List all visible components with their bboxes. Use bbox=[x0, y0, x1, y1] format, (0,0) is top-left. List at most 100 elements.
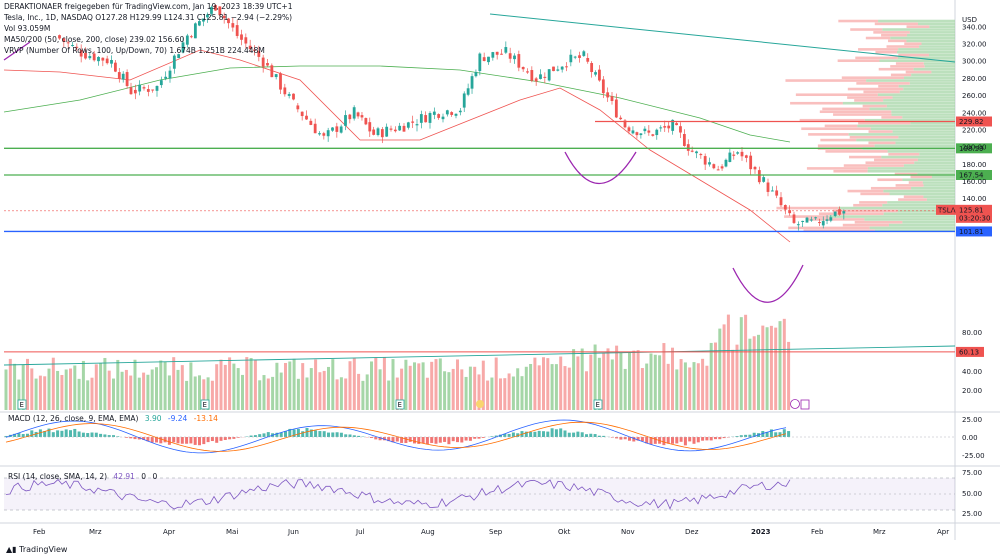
candle-body bbox=[582, 51, 585, 56]
vp-bar-buy bbox=[903, 88, 955, 91]
candle-body bbox=[606, 92, 609, 97]
candle-body bbox=[628, 127, 631, 131]
volume-bar bbox=[35, 379, 38, 410]
volume-bar bbox=[370, 361, 373, 410]
macd-hist-bar bbox=[215, 437, 218, 443]
volume-bar bbox=[426, 378, 429, 410]
candle-body bbox=[262, 58, 265, 67]
candle-body bbox=[578, 55, 581, 58]
volume-bar bbox=[529, 364, 532, 410]
candle-body bbox=[318, 133, 321, 134]
volume-bar bbox=[310, 368, 313, 410]
volume-bar bbox=[78, 379, 81, 410]
price-tick-260: 260.00 bbox=[962, 92, 987, 100]
candle-body bbox=[721, 166, 724, 168]
volume-bar bbox=[280, 373, 283, 410]
volume-bar bbox=[151, 369, 154, 410]
candle-body bbox=[522, 67, 525, 69]
volume-bar bbox=[680, 359, 683, 410]
macd-hist-bar bbox=[17, 433, 20, 437]
vp-bar-buy bbox=[907, 34, 955, 37]
volume-bar bbox=[748, 339, 751, 410]
vp-bar-buy bbox=[849, 133, 955, 136]
volume-bar bbox=[508, 373, 511, 410]
volume-bar bbox=[654, 355, 657, 410]
candle-body bbox=[683, 134, 686, 146]
rounding-bottom-arc-1 bbox=[565, 152, 636, 184]
candle-body bbox=[381, 129, 384, 137]
candle-body bbox=[504, 47, 507, 53]
vp-bar-buy bbox=[898, 136, 955, 139]
vp-bar-buy bbox=[923, 181, 955, 184]
candle-body bbox=[556, 69, 559, 70]
candle-body bbox=[292, 94, 295, 100]
candle-body bbox=[806, 218, 809, 223]
candle-body bbox=[143, 87, 146, 88]
dividend-marker bbox=[476, 400, 484, 408]
vp-bar-sell bbox=[853, 204, 882, 207]
candle-body bbox=[118, 72, 121, 79]
volume-bar bbox=[495, 358, 498, 410]
candle-body bbox=[305, 116, 308, 120]
vp-bar-buy bbox=[910, 31, 955, 34]
price-tick-240: 240.00 bbox=[962, 109, 987, 117]
vp-bar-buy bbox=[893, 96, 955, 99]
macd-hist-bar bbox=[168, 437, 171, 445]
vp-bar-sell bbox=[863, 105, 887, 108]
candle-body bbox=[138, 85, 141, 92]
macd-hist-bar bbox=[134, 437, 137, 439]
volume-bar bbox=[542, 357, 545, 410]
vp-bar-buy bbox=[927, 198, 955, 201]
candle-body bbox=[403, 126, 406, 132]
candle-body bbox=[695, 151, 698, 153]
macd-hist-bar bbox=[314, 430, 317, 437]
vp-bar-sell bbox=[878, 85, 898, 88]
candle-body bbox=[565, 66, 568, 67]
macd-hist-bar bbox=[654, 437, 657, 444]
vp-bar-sell bbox=[871, 187, 911, 190]
vp-bar-sell bbox=[890, 65, 924, 68]
volume-bar bbox=[465, 377, 468, 410]
earnings-letter: E bbox=[596, 401, 600, 409]
volume-bar bbox=[409, 366, 412, 410]
level-label-101.81: 101.81 bbox=[959, 228, 984, 236]
vp-bar-buy bbox=[864, 218, 955, 221]
volume-bar bbox=[628, 353, 631, 410]
vp-bar-buy bbox=[870, 227, 955, 230]
macd-hist-bar bbox=[82, 433, 85, 437]
volume-bar bbox=[392, 359, 395, 410]
volume-profile bbox=[776, 20, 955, 232]
macd-hist-bar bbox=[576, 432, 579, 437]
candle-body bbox=[467, 88, 470, 94]
macd-hist-bar bbox=[447, 437, 450, 444]
tv-logo-icon: ▲▮ bbox=[6, 545, 17, 554]
vp-bar-sell bbox=[869, 130, 893, 133]
candle-body bbox=[500, 54, 503, 55]
candle-body bbox=[741, 152, 744, 156]
macd-hist-bar bbox=[641, 437, 644, 441]
volume-bar bbox=[189, 362, 192, 410]
candle-body bbox=[643, 129, 646, 131]
price-tick-180: 180.00 bbox=[962, 161, 987, 169]
candle-body bbox=[446, 110, 449, 114]
volume-bar bbox=[387, 381, 390, 410]
macd-hist-bar bbox=[714, 437, 717, 439]
candle-body bbox=[667, 126, 670, 129]
macd-hist-bar bbox=[452, 437, 455, 441]
vp-bar-buy bbox=[929, 54, 955, 57]
candle-body bbox=[340, 126, 343, 132]
volume-bar bbox=[65, 370, 68, 410]
macd-hist-bar bbox=[60, 431, 63, 437]
macd-hist-bar bbox=[327, 433, 330, 437]
vp-bar-buy bbox=[883, 190, 955, 193]
vp-bar-sell bbox=[898, 198, 927, 201]
vp-bar-sell bbox=[806, 218, 865, 221]
vp-bar-buy bbox=[902, 116, 955, 119]
vp-bar-buy bbox=[924, 184, 955, 187]
candle-body bbox=[736, 152, 739, 153]
macd-hist-bar bbox=[177, 437, 180, 443]
volume-bar bbox=[172, 357, 175, 410]
volume-bar bbox=[250, 358, 253, 410]
macd-hist-bar bbox=[22, 434, 25, 437]
vp-bar-buy bbox=[871, 127, 955, 130]
